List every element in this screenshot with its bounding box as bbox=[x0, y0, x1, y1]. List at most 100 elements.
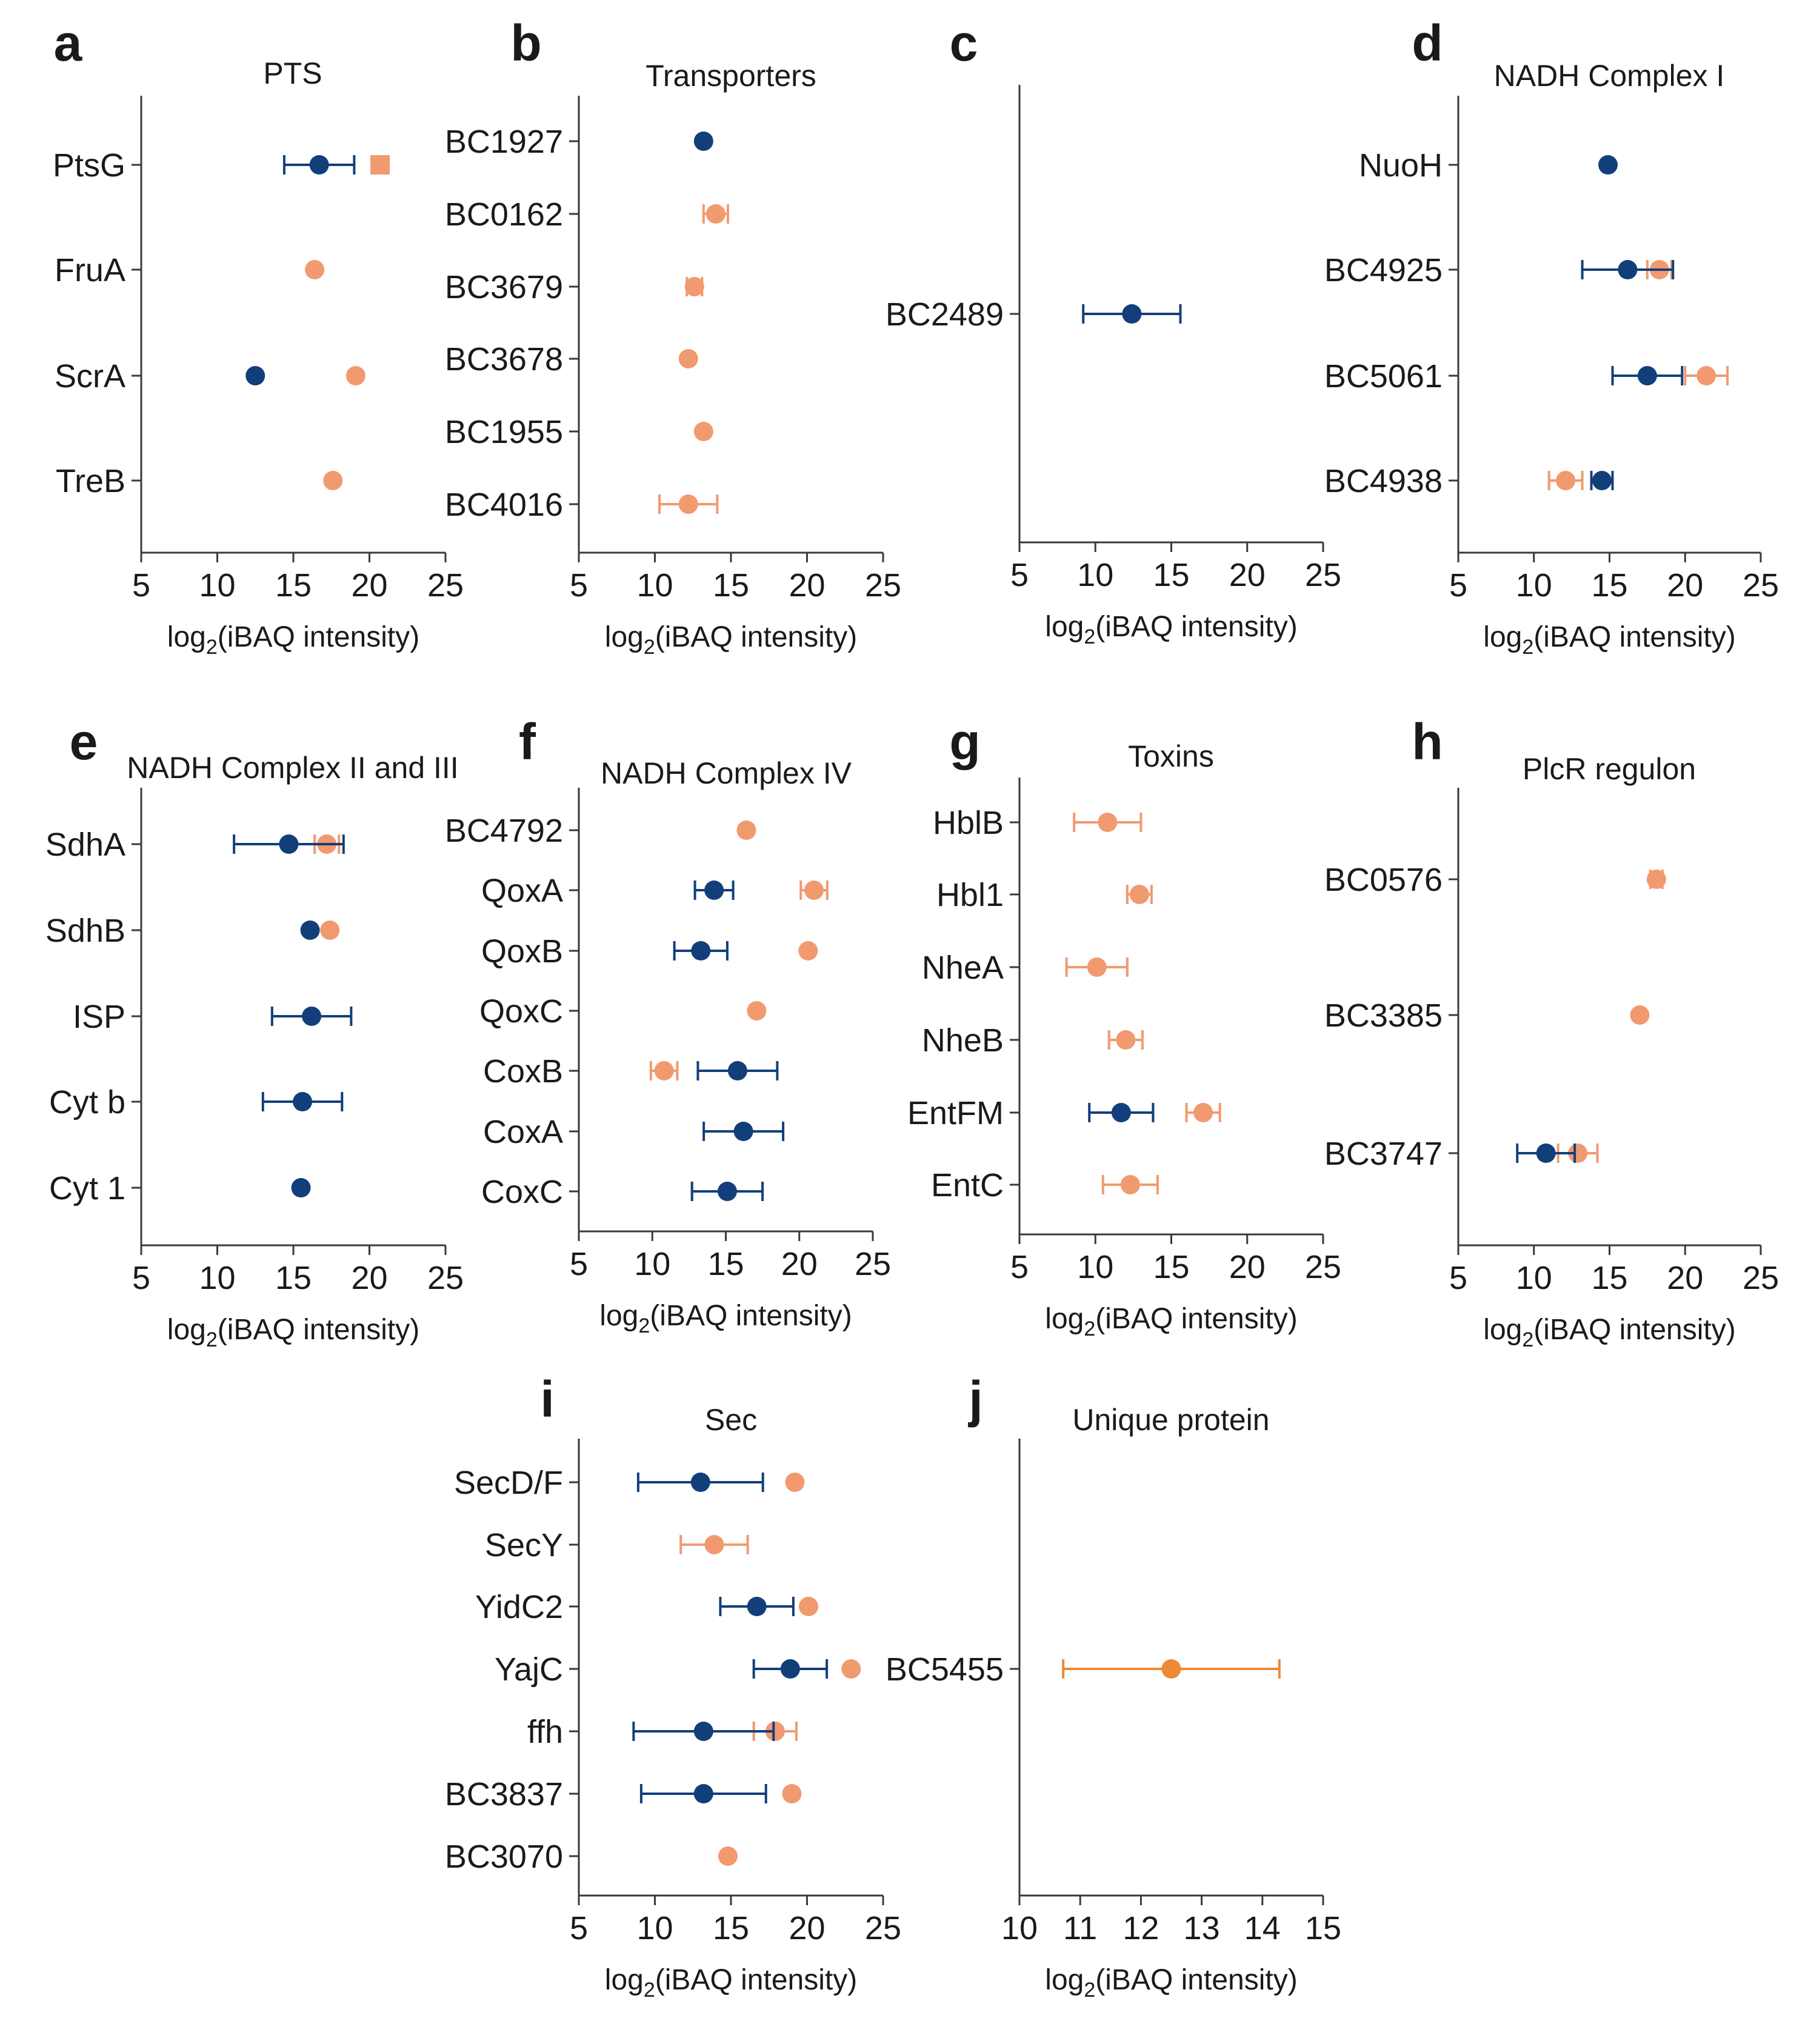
panel-letter: d bbox=[1412, 15, 1443, 72]
data-point-salmon bbox=[1556, 471, 1576, 490]
x-tick-label: 5 bbox=[1010, 557, 1029, 593]
data-point-blue bbox=[279, 834, 299, 854]
category-label: CoxA bbox=[483, 1114, 563, 1150]
data-point-blue bbox=[693, 131, 713, 151]
data-point-salmon bbox=[841, 1659, 861, 1679]
data-point-blue bbox=[733, 1122, 753, 1141]
category-label: SdhA bbox=[45, 827, 125, 863]
x-tick-label: 10 bbox=[1077, 557, 1113, 593]
data-point-salmon bbox=[798, 941, 818, 960]
data-point-salmon bbox=[1116, 1030, 1136, 1050]
data-point-blue bbox=[691, 941, 711, 960]
data-point-salmon bbox=[1129, 885, 1149, 904]
x-axis-label: log2(iBAQ intensity) bbox=[605, 1964, 857, 2002]
data-point-blue bbox=[1618, 260, 1638, 279]
x-tick-label: 5 bbox=[132, 567, 150, 604]
data-point-salmon bbox=[678, 494, 698, 514]
x-tick-label: 5 bbox=[1449, 1260, 1467, 1296]
x-tick-label: 5 bbox=[132, 1260, 150, 1296]
category-label: BC5061 bbox=[1324, 358, 1443, 394]
category-label: BC0162 bbox=[445, 196, 563, 233]
data-point-blue bbox=[717, 1182, 737, 1201]
category-label: SdhB bbox=[45, 913, 125, 949]
category-label: BC4016 bbox=[445, 487, 563, 523]
panel-title: Transporters bbox=[645, 59, 816, 93]
x-tick-label: 15 bbox=[275, 1260, 312, 1296]
x-tick-label: 15 bbox=[707, 1246, 744, 1282]
x-tick-label: 5 bbox=[1449, 567, 1467, 604]
category-label: EntFM bbox=[907, 1095, 1004, 1131]
data-point-salmon bbox=[747, 1001, 767, 1020]
data-point-blue bbox=[693, 1784, 713, 1803]
x-tick-label: 20 bbox=[1667, 567, 1703, 604]
data-point-salmon bbox=[1568, 1144, 1588, 1163]
x-tick-label: 15 bbox=[275, 567, 312, 604]
data-point-salmon bbox=[718, 1846, 738, 1866]
category-label: BC3385 bbox=[1324, 997, 1443, 1034]
category-label: ISP bbox=[73, 999, 125, 1035]
data-point-blue bbox=[1122, 304, 1142, 324]
data-point-blue bbox=[245, 366, 265, 385]
data-point-salmon bbox=[345, 366, 365, 385]
data-point-salmon bbox=[782, 1784, 802, 1803]
data-point-salmon bbox=[654, 1061, 674, 1080]
x-tick-label: 20 bbox=[789, 1910, 825, 1946]
data-point-blue bbox=[704, 881, 724, 900]
x-tick-label: 20 bbox=[789, 567, 825, 604]
data-point-blue bbox=[1637, 366, 1657, 385]
panel-letter: h bbox=[1412, 713, 1443, 770]
x-tick-label: 15 bbox=[1153, 557, 1189, 593]
category-label: BC4925 bbox=[1324, 252, 1443, 288]
category-label: BC1955 bbox=[445, 414, 563, 450]
x-tick-label: 15 bbox=[1591, 1260, 1627, 1296]
x-tick-label: 25 bbox=[1305, 557, 1341, 593]
x-axis-label: log2(iBAQ intensity) bbox=[1045, 611, 1297, 648]
data-point-orange bbox=[1161, 1659, 1181, 1679]
panel-letter: c bbox=[950, 15, 978, 72]
x-tick-label: 5 bbox=[570, 567, 588, 604]
data-point-blue bbox=[300, 920, 320, 940]
x-tick-label: 10 bbox=[634, 1246, 670, 1282]
category-label: BC3678 bbox=[445, 341, 563, 378]
category-label: BC3070 bbox=[445, 1839, 563, 1875]
x-tick-label: 10 bbox=[1077, 1249, 1113, 1285]
category-label: BC3837 bbox=[445, 1776, 563, 1813]
category-label: CoxC bbox=[481, 1174, 563, 1210]
category-label: QoxB bbox=[481, 933, 563, 970]
data-point-salmon bbox=[765, 1722, 785, 1741]
data-point-salmon bbox=[1120, 1175, 1140, 1194]
x-tick-label: 25 bbox=[427, 567, 464, 604]
category-label: BC5455 bbox=[886, 1651, 1004, 1688]
category-label: QoxC bbox=[479, 993, 563, 1030]
x-tick-label: 25 bbox=[865, 567, 901, 604]
x-tick-label: 10 bbox=[636, 1910, 673, 1946]
data-point-blue bbox=[690, 1473, 710, 1492]
panel-letter: b bbox=[510, 15, 541, 72]
data-point-salmon bbox=[305, 260, 325, 279]
data-point-salmon bbox=[320, 920, 340, 940]
panel-letter: a bbox=[54, 15, 83, 72]
panel-letter: e bbox=[70, 713, 98, 770]
data-point-salmon bbox=[804, 881, 824, 900]
data-point-blue bbox=[291, 1178, 311, 1197]
data-point-blue bbox=[293, 1092, 313, 1111]
x-tick-label: 11 bbox=[1063, 1910, 1097, 1946]
data-point-salmon bbox=[736, 821, 756, 840]
panel-letter: f bbox=[519, 713, 536, 770]
category-label: BC1927 bbox=[445, 124, 563, 160]
category-label: SecD/F bbox=[454, 1465, 563, 1501]
x-tick-label: 15 bbox=[1591, 567, 1627, 604]
x-tick-label: 20 bbox=[781, 1246, 818, 1282]
x-tick-label: 15 bbox=[1153, 1249, 1189, 1285]
x-tick-label: 13 bbox=[1184, 1910, 1220, 1946]
category-label: EntC bbox=[931, 1167, 1004, 1203]
category-label: BC3747 bbox=[1324, 1136, 1443, 1172]
category-label: NuoH bbox=[1359, 147, 1443, 184]
data-point-salmon bbox=[693, 422, 713, 441]
